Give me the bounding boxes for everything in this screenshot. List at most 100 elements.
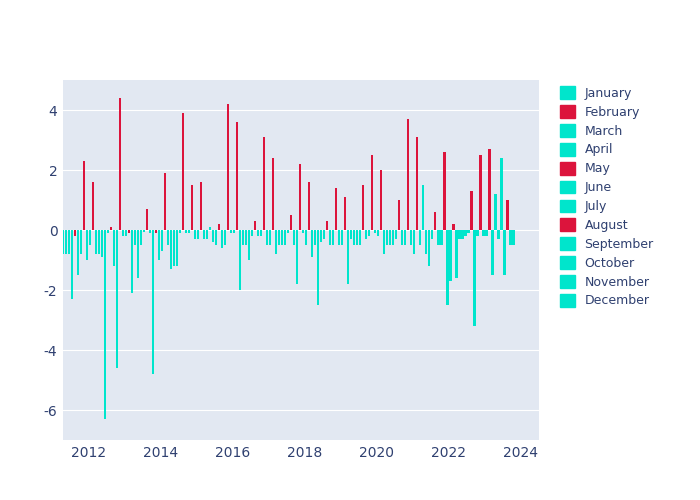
Bar <box>368 230 370 236</box>
Bar <box>419 230 421 245</box>
Bar <box>220 230 223 248</box>
Bar <box>127 230 130 233</box>
Bar <box>272 158 274 230</box>
Bar <box>476 230 479 236</box>
Bar <box>143 230 145 232</box>
Bar <box>122 230 124 236</box>
Bar <box>92 182 94 230</box>
Bar <box>38 197 40 230</box>
Bar <box>413 230 416 254</box>
Bar <box>362 185 365 230</box>
Bar <box>455 230 458 278</box>
Bar <box>236 122 238 230</box>
Bar <box>434 212 437 230</box>
Bar <box>305 230 307 245</box>
Bar <box>428 230 430 266</box>
Bar <box>64 230 67 254</box>
Bar <box>458 230 461 239</box>
Bar <box>209 227 211 230</box>
Bar <box>371 155 373 230</box>
Bar <box>46 230 49 233</box>
Bar <box>254 221 256 230</box>
Bar <box>158 230 160 260</box>
Bar <box>275 230 277 254</box>
Bar <box>299 164 301 230</box>
Bar <box>480 155 482 230</box>
Bar <box>248 230 250 260</box>
Bar <box>317 230 319 305</box>
Bar <box>71 230 73 299</box>
Bar <box>281 230 284 245</box>
Bar <box>131 230 133 293</box>
Bar <box>206 230 208 239</box>
Bar <box>203 230 205 239</box>
Bar <box>470 191 473 230</box>
Bar <box>440 230 442 245</box>
Bar <box>230 230 232 233</box>
Bar <box>497 230 500 239</box>
Bar <box>461 230 463 239</box>
Bar <box>185 230 187 233</box>
Bar <box>308 182 310 230</box>
Bar <box>59 230 61 254</box>
Bar <box>377 230 379 236</box>
Bar <box>83 161 85 230</box>
Bar <box>488 149 491 230</box>
Bar <box>347 230 349 284</box>
Bar <box>224 230 226 245</box>
Bar <box>260 230 262 236</box>
Bar <box>356 230 358 245</box>
Bar <box>67 230 70 254</box>
Bar <box>287 230 289 233</box>
Bar <box>164 173 166 230</box>
Bar <box>386 230 389 245</box>
Bar <box>263 137 265 230</box>
Bar <box>510 230 512 245</box>
Bar <box>106 230 109 233</box>
Bar <box>197 230 199 239</box>
Bar <box>52 230 55 245</box>
Bar <box>148 230 151 233</box>
Bar <box>284 230 286 245</box>
Bar <box>323 230 326 239</box>
Bar <box>350 230 352 239</box>
Bar <box>50 230 52 245</box>
Bar <box>512 230 514 245</box>
Bar <box>113 230 115 266</box>
Bar <box>359 230 361 245</box>
Bar <box>110 227 112 230</box>
Bar <box>218 224 220 230</box>
Bar <box>467 230 470 233</box>
Bar <box>404 230 407 245</box>
Bar <box>500 158 503 230</box>
Bar <box>55 230 58 236</box>
Bar <box>452 224 454 230</box>
Bar <box>176 230 178 266</box>
Bar <box>161 230 163 251</box>
Bar <box>89 230 91 245</box>
Bar <box>43 230 46 234</box>
Bar <box>438 230 440 245</box>
Bar <box>374 230 377 233</box>
Bar <box>335 188 337 230</box>
Bar <box>392 230 394 245</box>
Bar <box>389 230 391 245</box>
Bar <box>293 230 295 245</box>
Bar <box>338 230 340 245</box>
Bar <box>215 230 217 245</box>
Bar <box>136 230 139 278</box>
Bar <box>155 230 157 233</box>
Bar <box>503 230 505 275</box>
Bar <box>194 230 196 239</box>
Bar <box>410 230 412 245</box>
Bar <box>97 230 100 254</box>
Bar <box>494 194 496 230</box>
Bar <box>314 230 316 245</box>
Bar <box>395 230 398 239</box>
Bar <box>94 230 97 254</box>
Bar <box>266 230 268 245</box>
Bar <box>332 230 335 245</box>
Bar <box>269 230 271 245</box>
Bar <box>320 230 322 242</box>
Bar <box>169 230 172 269</box>
